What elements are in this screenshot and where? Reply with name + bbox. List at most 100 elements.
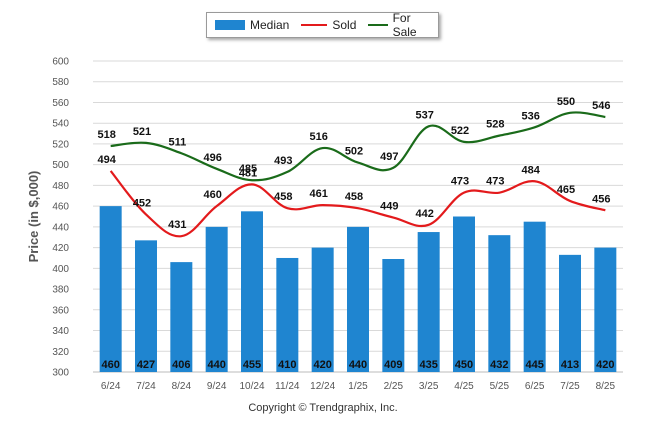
data-label-for-sale: 497 <box>380 151 398 163</box>
data-label-median: 427 <box>137 359 155 371</box>
y-tick-label: 320 <box>52 347 69 358</box>
data-label-sold: 473 <box>451 176 469 188</box>
data-label-sold: 461 <box>309 188 327 200</box>
legend-label-sold: Sold <box>332 18 357 32</box>
data-label-for-sale: 518 <box>97 129 115 141</box>
data-label-sold: 452 <box>133 197 151 209</box>
data-label-median: 455 <box>243 359 261 371</box>
x-tick-label: 12/24 <box>310 381 335 392</box>
data-label-sold: 484 <box>521 164 540 176</box>
data-label-for-sale: 493 <box>274 155 292 167</box>
x-tick-label: 8/24 <box>172 381 192 392</box>
y-tick-label: 360 <box>52 305 69 316</box>
data-label-for-sale: 511 <box>168 136 186 148</box>
bar <box>382 259 405 372</box>
y-tick-label: 340 <box>52 326 69 337</box>
data-label-median: 420 <box>596 359 614 371</box>
y-axis-title: Price (in $,000) <box>26 171 41 263</box>
data-label-sold: 458 <box>274 191 292 203</box>
x-tick-label: 10/24 <box>239 381 264 392</box>
data-label-for-sale: 536 <box>521 110 539 122</box>
y-tick-label: 560 <box>52 98 69 109</box>
y-tick-label: 600 <box>52 57 69 68</box>
data-label-sold: 494 <box>97 154 116 166</box>
data-label-for-sale: 550 <box>557 96 575 108</box>
x-tick-label: 5/25 <box>490 381 510 392</box>
data-label-median: 413 <box>561 359 579 371</box>
x-tick-label: 1/25 <box>348 381 368 392</box>
bar <box>594 247 617 372</box>
bar <box>99 206 122 372</box>
data-label-median: 440 <box>207 359 225 371</box>
legend-item-sold: Sold <box>301 18 356 32</box>
data-label-median: 409 <box>384 359 402 371</box>
data-label-sold: 481 <box>239 167 257 179</box>
bar <box>417 232 440 372</box>
data-label-sold: 431 <box>168 219 186 231</box>
y-tick-label: 420 <box>52 243 69 254</box>
data-label-median: 420 <box>313 359 331 371</box>
data-label-median: 410 <box>278 359 296 371</box>
bar <box>170 262 193 372</box>
data-label-median: 440 <box>349 359 367 371</box>
data-label-median: 435 <box>419 359 437 371</box>
data-label-sold: 458 <box>345 191 363 203</box>
data-label-sold: 473 <box>486 176 504 188</box>
y-tick-label: 460 <box>52 202 69 213</box>
y-tick-label: 380 <box>52 285 69 296</box>
bar <box>311 247 334 372</box>
series-line-for-sale <box>110 111 606 182</box>
data-label-for-sale: 537 <box>415 109 433 121</box>
y-tick-label: 300 <box>52 368 69 379</box>
data-label-for-sale: 528 <box>486 119 504 131</box>
x-tick-label: 9/24 <box>207 381 227 392</box>
data-label-for-sale: 516 <box>309 131 327 143</box>
data-label-median: 450 <box>455 359 473 371</box>
data-label-median: 406 <box>172 359 190 371</box>
x-tick-label: 2/25 <box>384 381 404 392</box>
y-tick-label: 500 <box>52 160 69 171</box>
legend-swatch-sold <box>301 24 328 26</box>
series-line-sold <box>109 170 606 238</box>
y-tick-label: 540 <box>52 119 69 130</box>
data-label-for-sale: 502 <box>345 146 363 158</box>
bar <box>135 240 157 372</box>
bar <box>241 211 263 372</box>
x-tick-label: 6/24 <box>101 381 121 392</box>
y-tick-label: 480 <box>52 181 69 192</box>
data-label-for-sale: 546 <box>592 100 610 112</box>
x-tick-label: 7/25 <box>560 381 580 392</box>
bar <box>453 216 475 372</box>
legend-label-for-sale: For Sale <box>392 11 417 39</box>
bar <box>276 257 299 372</box>
y-tick-label: 400 <box>52 264 69 275</box>
y-tick-label: 440 <box>52 222 69 233</box>
bar <box>488 235 511 372</box>
x-tick-label: 3/25 <box>419 381 439 392</box>
bar <box>523 221 546 372</box>
data-label-sold: 460 <box>203 189 221 201</box>
bar <box>559 254 581 372</box>
data-label-for-sale: 496 <box>203 152 221 164</box>
x-tick-label: 4/25 <box>454 381 474 392</box>
x-tick-label: 6/25 <box>525 381 545 392</box>
copyright-text: Copyright © Trendgraphix, Inc. <box>248 402 398 414</box>
y-tick-label: 520 <box>52 139 69 150</box>
legend: Median Sold For Sale <box>206 11 439 39</box>
data-label-sold: 465 <box>557 184 575 196</box>
x-tick-label: 7/24 <box>136 381 156 392</box>
x-tick-label: 8/25 <box>596 381 616 392</box>
data-label-for-sale: 521 <box>133 126 151 138</box>
bar <box>347 226 369 372</box>
legend-item-median: Median <box>215 18 289 32</box>
data-label-sold: 449 <box>380 201 398 213</box>
data-label-for-sale: 485 <box>239 163 257 175</box>
data-label-median: 432 <box>490 359 508 371</box>
legend-swatch-median <box>215 20 245 30</box>
x-tick-label: 11/24 <box>275 381 300 392</box>
data-label-sold: 456 <box>592 193 610 205</box>
data-label-for-sale: 522 <box>451 125 469 137</box>
legend-swatch-for-sale <box>368 24 388 26</box>
